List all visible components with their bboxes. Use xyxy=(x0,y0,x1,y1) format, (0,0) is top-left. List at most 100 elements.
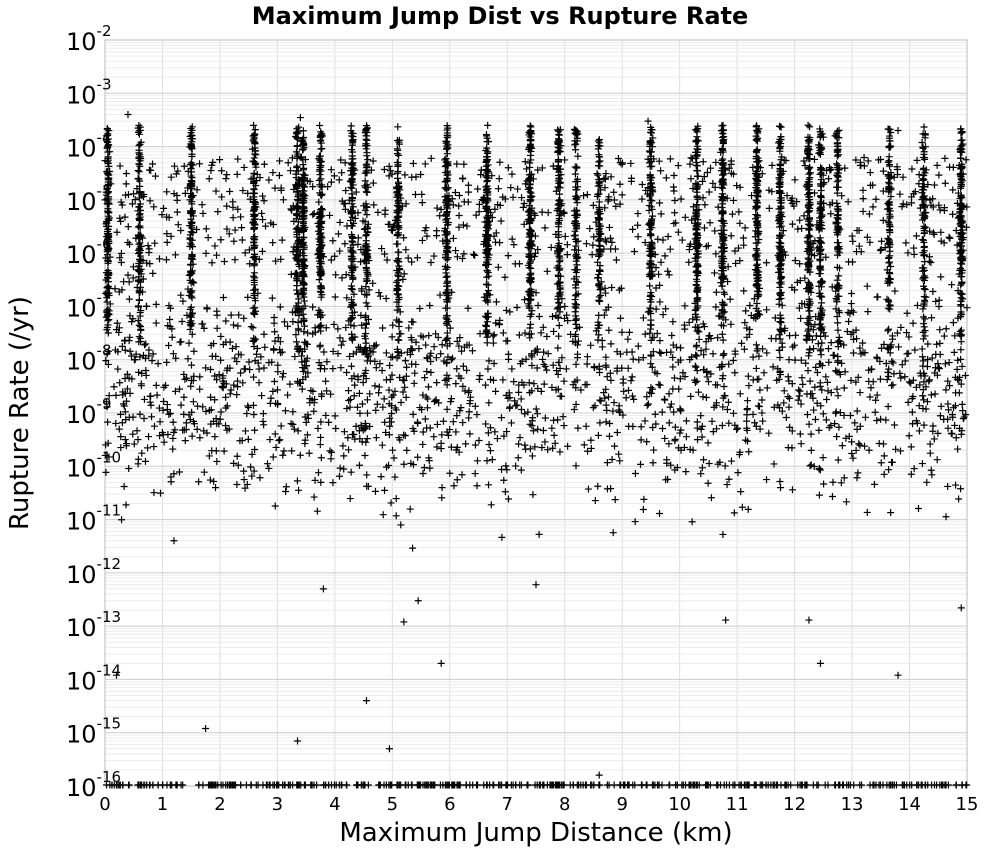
scatter-point xyxy=(952,389,960,397)
scatter-point xyxy=(188,219,196,227)
scatter-point xyxy=(629,355,637,363)
scatter-point xyxy=(555,130,563,138)
scatter-point xyxy=(442,304,450,312)
scatter-point xyxy=(187,241,195,249)
scatter-point xyxy=(867,384,875,392)
scatter-point xyxy=(526,324,534,332)
scatter-point xyxy=(406,505,414,513)
scatter-point xyxy=(234,322,242,330)
scatter-point xyxy=(292,331,300,339)
scatter-point xyxy=(556,448,564,456)
scatter-point xyxy=(299,139,307,147)
scatter-point xyxy=(727,320,735,328)
scatter-point xyxy=(395,199,403,207)
scatter-point xyxy=(332,271,340,279)
scatter-point xyxy=(189,278,197,286)
scatter-point xyxy=(656,348,664,356)
scatter-point xyxy=(656,509,664,517)
scatter-point xyxy=(317,267,325,275)
scatter-point xyxy=(301,322,309,330)
scatter-point xyxy=(362,161,370,169)
scatter-point xyxy=(293,204,301,212)
scatter-point xyxy=(111,285,119,293)
scatter-point xyxy=(375,383,383,391)
scatter-point xyxy=(361,206,369,214)
scatter-point xyxy=(702,393,710,401)
scatter-point xyxy=(438,494,446,502)
scatter-point xyxy=(364,254,372,262)
scatter-point xyxy=(136,126,144,134)
scatter-point xyxy=(393,150,401,158)
scatter-point xyxy=(944,482,952,490)
scatter-point xyxy=(693,126,701,134)
scatter-point xyxy=(268,294,276,302)
scatter-point xyxy=(687,392,695,400)
scatter-point xyxy=(929,422,937,430)
scatter-point xyxy=(446,469,454,477)
scatter-point xyxy=(444,431,452,439)
scatter-point xyxy=(395,140,403,148)
scatter-point xyxy=(776,122,784,130)
scatter-point xyxy=(720,350,728,358)
scatter-point xyxy=(343,405,351,413)
scatter-point xyxy=(298,212,306,220)
scatter-point xyxy=(135,296,143,304)
scatter-point xyxy=(623,348,631,356)
scatter-point xyxy=(929,288,937,296)
scatter-point xyxy=(949,319,957,327)
scatter-point xyxy=(401,383,409,391)
scatter-point xyxy=(510,378,518,386)
scatter-point xyxy=(489,339,497,347)
scatter-point xyxy=(188,123,196,131)
scatter-point xyxy=(347,160,355,168)
scatter-point xyxy=(395,248,403,256)
scatter-point xyxy=(347,321,355,329)
scatter-point xyxy=(348,253,356,261)
scatter-point xyxy=(595,293,603,301)
scatter-point xyxy=(349,148,357,156)
scatter-point xyxy=(644,400,652,408)
scatter-point xyxy=(187,361,195,369)
scatter-point xyxy=(957,346,965,354)
scatter-point xyxy=(591,497,599,505)
scatter-point xyxy=(387,499,395,507)
scatter-point xyxy=(915,427,923,435)
scatter-point xyxy=(865,446,873,454)
scatter-point xyxy=(643,401,651,409)
scatter-point xyxy=(459,362,467,370)
scatter-point xyxy=(655,270,663,278)
scatter-point xyxy=(125,295,133,303)
scatter-point xyxy=(388,410,396,418)
scatter-point xyxy=(438,341,446,349)
scatter-point xyxy=(533,410,541,418)
scatter-point xyxy=(853,474,861,482)
scatter-point xyxy=(316,122,324,130)
scatter-point xyxy=(401,357,409,365)
scatter-point xyxy=(889,359,897,367)
scatter-point xyxy=(362,243,370,251)
scatter-point xyxy=(958,136,966,144)
scatter-point xyxy=(932,297,940,305)
scatter-point xyxy=(807,446,815,454)
scatter-point xyxy=(473,457,481,465)
scatter-point xyxy=(344,434,352,442)
scatter-point xyxy=(294,205,302,213)
scatter-point xyxy=(104,321,112,329)
scatter-point xyxy=(394,167,402,175)
scatter-point xyxy=(188,267,196,275)
scatter-point xyxy=(838,442,846,450)
scatter-point xyxy=(350,322,358,330)
scatter-point xyxy=(628,373,636,381)
scatter-point xyxy=(219,384,227,392)
scatter-point xyxy=(362,126,370,134)
scatter-point xyxy=(647,360,655,368)
scatter-point xyxy=(649,459,657,467)
scatter-point xyxy=(358,400,366,408)
scatter-point xyxy=(462,440,470,448)
scatter-point xyxy=(605,393,613,401)
scatter-point xyxy=(928,471,936,479)
scatter-point xyxy=(892,445,900,453)
scatter-point xyxy=(348,298,356,306)
scatter-point xyxy=(187,317,195,325)
scatter-point xyxy=(487,501,495,509)
